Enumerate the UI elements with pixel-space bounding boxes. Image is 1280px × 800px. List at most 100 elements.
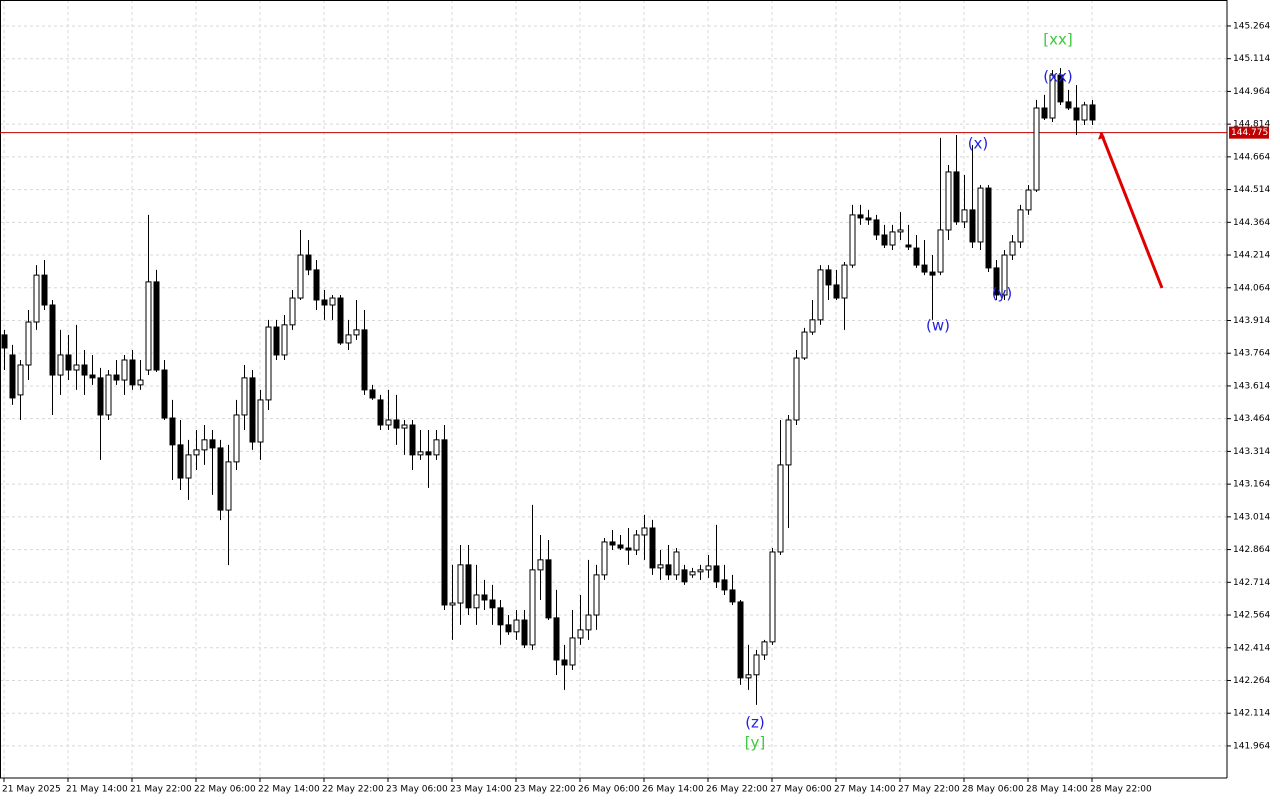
current-price-tag <box>1229 126 1269 139</box>
candle <box>705 555 712 578</box>
candle-body <box>89 374 96 379</box>
candle-body <box>993 267 1000 296</box>
candle <box>1017 204 1024 249</box>
x-tick-label: 27 May 22:00 <box>898 785 960 795</box>
candle-body <box>881 234 888 246</box>
candle <box>809 299 816 335</box>
candle <box>257 389 264 460</box>
candle <box>217 439 224 521</box>
candle <box>801 327 808 360</box>
candle-body <box>777 464 784 553</box>
candle <box>1001 250 1008 300</box>
candle <box>689 567 696 578</box>
candle-body <box>873 219 880 236</box>
candle <box>953 135 960 225</box>
candle-body <box>281 324 288 356</box>
candle-body <box>433 439 440 456</box>
candle <box>193 430 200 470</box>
candle <box>985 185 992 273</box>
candle-body <box>369 389 376 399</box>
candle-body <box>521 619 528 646</box>
candle-body <box>801 331 808 359</box>
x-tick-label: 21 May 2025 <box>2 785 61 795</box>
candle <box>889 224 896 251</box>
candle-body <box>489 599 496 609</box>
candle-body <box>481 594 488 601</box>
candle <box>1057 68 1064 105</box>
candle-body <box>409 424 416 456</box>
candle <box>489 584 496 625</box>
candle <box>601 538 608 580</box>
candle-body <box>41 274 48 306</box>
candle <box>185 439 192 500</box>
candle-body <box>137 379 144 386</box>
candle-body <box>161 369 168 419</box>
y-tick-label: 143.464 <box>1233 414 1270 424</box>
candle <box>121 354 128 395</box>
candle-body <box>1033 107 1040 191</box>
candle-body <box>353 329 360 336</box>
candle <box>385 389 392 431</box>
candle <box>9 344 16 405</box>
candle-body <box>1065 101 1072 109</box>
candle-body <box>617 544 624 549</box>
candle <box>281 315 288 360</box>
candle-body <box>537 559 544 571</box>
wave-label: (y) <box>992 285 1013 303</box>
candle-body <box>73 364 80 371</box>
candle <box>289 289 296 330</box>
candle-body <box>697 569 704 573</box>
candle <box>1025 185 1032 215</box>
candle <box>545 539 552 621</box>
candle <box>593 564 600 630</box>
candle <box>785 414 792 528</box>
candle-body <box>241 377 248 416</box>
candle-body <box>865 217 872 221</box>
candle <box>769 548 776 645</box>
candle <box>409 419 416 470</box>
x-tick-label: 23 May 14:00 <box>450 785 512 795</box>
candle <box>1073 85 1080 136</box>
candle <box>929 255 936 320</box>
candle-body <box>641 527 648 536</box>
candle-body <box>473 594 480 609</box>
wave-label: (z) <box>745 714 765 732</box>
x-tick-label: 27 May 14:00 <box>834 785 896 795</box>
candle-body <box>193 449 200 456</box>
candle-body <box>649 527 656 569</box>
candle-body <box>785 419 792 466</box>
candle-body <box>849 214 856 266</box>
candle <box>681 564 688 585</box>
candle-body <box>1001 254 1008 296</box>
candle-body <box>905 244 912 248</box>
y-tick-label: 145.264 <box>1233 21 1270 31</box>
candle <box>721 564 728 595</box>
x-tick-label: 21 May 22:00 <box>130 785 192 795</box>
candle-body <box>553 617 560 661</box>
x-tick-label: 22 May 14:00 <box>258 785 320 795</box>
candle-body <box>1017 209 1024 243</box>
candle-body <box>841 264 848 299</box>
x-tick-label: 22 May 06:00 <box>194 785 256 795</box>
candle-body <box>985 187 992 269</box>
x-tick-label: 27 May 06:00 <box>770 785 832 795</box>
candle-body <box>209 439 216 449</box>
candle <box>529 504 536 650</box>
candle-body <box>113 374 120 381</box>
candle <box>225 444 232 566</box>
candle-body <box>921 264 928 273</box>
candle <box>393 394 400 445</box>
candle <box>897 212 904 240</box>
candle <box>97 367 104 460</box>
candle <box>465 544 472 616</box>
candle <box>297 229 304 300</box>
candle-body <box>449 602 456 606</box>
candle <box>753 649 760 705</box>
current-price-label: 144.775 <box>1231 128 1268 138</box>
candle-body <box>585 614 592 631</box>
candle-body <box>937 229 944 273</box>
candle-body <box>81 364 88 376</box>
x-tick-label: 26 May 06:00 <box>578 785 640 795</box>
candle <box>353 299 360 340</box>
